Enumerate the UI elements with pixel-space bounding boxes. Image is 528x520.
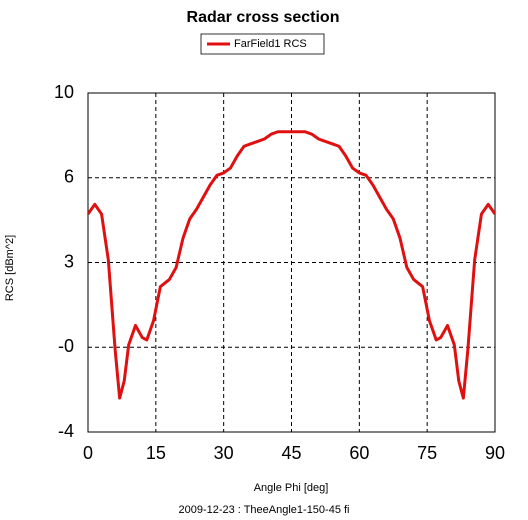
x-tick-label: 90 bbox=[485, 443, 505, 463]
y-tick-label: -0 bbox=[58, 336, 74, 356]
y-axis-label: RCS [dBm^2] bbox=[4, 235, 16, 301]
x-tick-label: 30 bbox=[214, 443, 234, 463]
data-line bbox=[86, 130, 497, 400]
plot-frame bbox=[87, 92, 496, 433]
y-tick-label: 3 bbox=[64, 251, 74, 271]
x-tick-label: 60 bbox=[349, 443, 369, 463]
legend-box bbox=[200, 33, 325, 55]
legend-label: FarField1 RCS bbox=[234, 38, 307, 50]
x-tick-label: 75 bbox=[417, 443, 437, 463]
chart-title: Radar cross section bbox=[187, 9, 340, 26]
x-tick-label: 45 bbox=[281, 443, 301, 463]
x-tick-label: 0 bbox=[83, 443, 93, 463]
y-tick-label: 10 bbox=[54, 82, 74, 102]
y-tick-label: -4 bbox=[58, 421, 74, 441]
y-tick-label: 6 bbox=[64, 167, 74, 187]
x-tick-label: 15 bbox=[146, 443, 166, 463]
x-axis-label: Angle Phi [deg] bbox=[254, 482, 329, 494]
footer: 2009-12-23 : TheeAngle1-150-45 fi bbox=[178, 504, 349, 516]
